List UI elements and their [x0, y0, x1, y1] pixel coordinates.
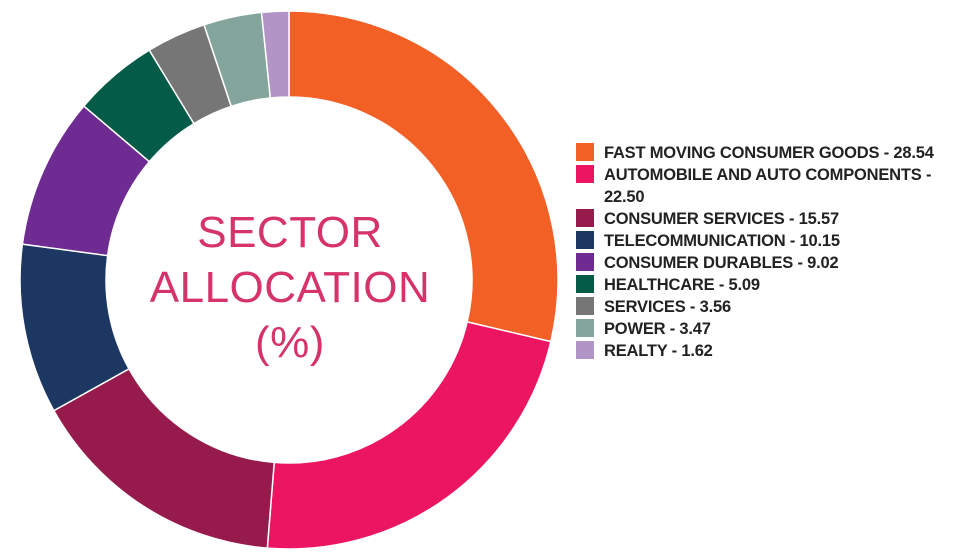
legend-swatch [576, 341, 594, 359]
legend-item: REALTY - 1.62 [576, 340, 969, 362]
legend-label: SERVICES - 3.56 [604, 298, 731, 316]
chart-title-line-2: ALLOCATION [149, 263, 431, 312]
legend-item: POWER - 3.47 [576, 318, 969, 340]
legend-swatch [576, 297, 594, 315]
legend-label: HEALTHCARE - 5.09 [604, 276, 760, 294]
legend-label: CONSUMER DURABLES - 9.02 [604, 254, 839, 272]
slice-fast-moving-consumer-goods [288, 10, 559, 343]
chart-title-line-3: (%) [255, 318, 325, 367]
legend-label: FAST MOVING CONSUMER GOODS - 28.54 [604, 144, 934, 162]
legend-label: AUTOMOBILE AND AUTO COMPONENTS - 22.50 [604, 166, 932, 206]
legend-swatch [576, 209, 594, 227]
legend-swatch [576, 143, 594, 161]
legend-item: SERVICES - 3.56 [576, 296, 969, 318]
legend-label: POWER - 3.47 [604, 320, 711, 338]
legend-swatch [576, 319, 594, 337]
legend-item: CONSUMER DURABLES - 9.02 [576, 252, 969, 274]
legend-label: TELECOMMUNICATION - 10.15 [604, 232, 840, 250]
legend-swatch [576, 253, 594, 271]
legend-item: HEALTHCARE - 5.09 [576, 274, 969, 296]
chart-legend: FAST MOVING CONSUMER GOODS - 28.54 AUTOMO… [576, 142, 969, 362]
legend-label: CONSUMER SERVICES - 15.57 [604, 210, 839, 228]
legend-swatch [576, 231, 594, 249]
slice-consumer-services [52, 367, 276, 549]
chart-title: SECTOR ALLOCATION (%) [110, 205, 470, 370]
legend-item: FAST MOVING CONSUMER GOODS - 28.54 [576, 142, 969, 164]
legend-swatch [576, 275, 594, 293]
donut-slices [19, 10, 559, 550]
legend-item: TELECOMMUNICATION - 10.15 [576, 230, 969, 252]
slice-realty [260, 10, 290, 99]
legend-item: AUTOMOBILE AND AUTO COMPONENTS - 22.50 [576, 164, 969, 208]
legend-swatch [576, 165, 594, 183]
legend-label: REALTY - 1.62 [604, 342, 713, 360]
legend-item: CONSUMER SERVICES - 15.57 [576, 208, 969, 230]
chart-title-line-1: SECTOR [197, 208, 383, 257]
